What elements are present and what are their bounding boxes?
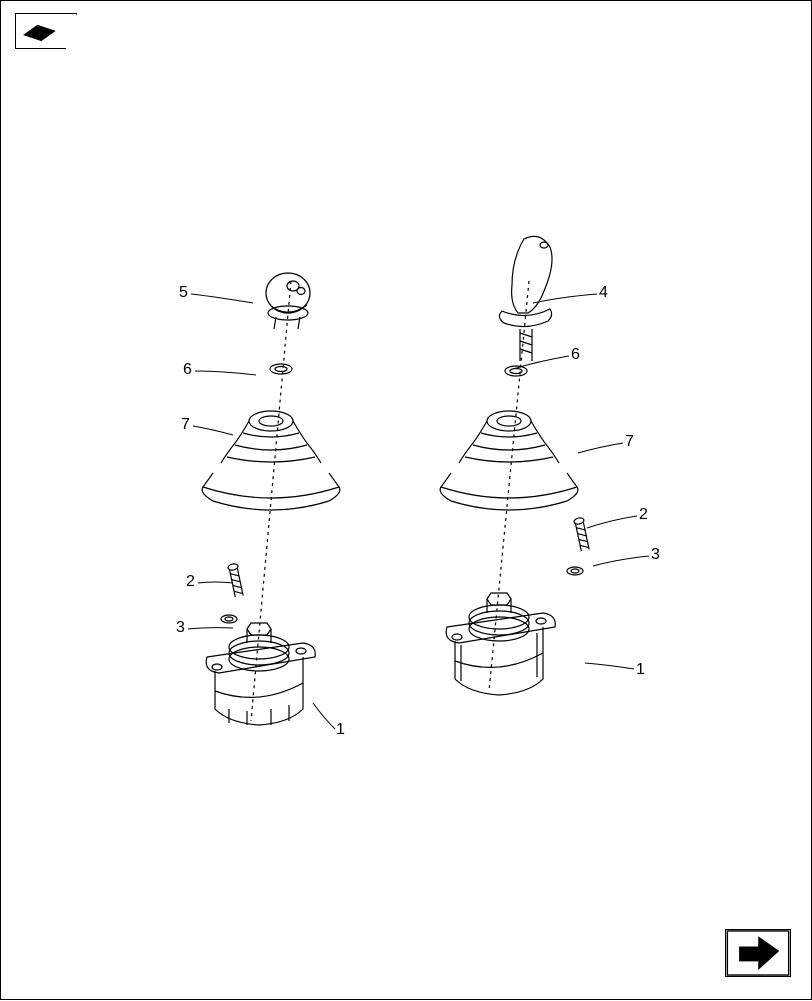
callout-7b: 7 — [625, 433, 634, 451]
valve-body-base — [206, 623, 315, 725]
valve-body-base — [446, 593, 555, 695]
callout-6: 6 — [183, 361, 192, 379]
boot-bellows — [202, 411, 340, 510]
diagram-page: 5 6 7 2 3 1 4 6 7 2 3 1 — [0, 0, 812, 1000]
callout-1b: 1 — [636, 661, 645, 679]
callout-6b: 6 — [571, 346, 580, 364]
knob-handle-ball — [266, 273, 310, 329]
lever-handle-grip — [499, 236, 552, 361]
callout-5: 5 — [179, 284, 188, 302]
left-assembly — [141, 251, 401, 771]
washer-ring — [270, 364, 292, 374]
callout-3b: 3 — [651, 546, 660, 564]
boot-bellows — [440, 411, 578, 510]
callout-1: 1 — [336, 721, 345, 739]
callout-4: 4 — [599, 284, 608, 302]
bolt-screw — [227, 563, 244, 597]
washer — [221, 615, 237, 623]
callout-2: 2 — [186, 573, 195, 591]
washer-ring — [505, 366, 527, 376]
callout-2b: 2 — [639, 506, 648, 524]
next-page-icon — [725, 929, 791, 977]
right-assembly — [371, 221, 651, 741]
manual-icon — [15, 13, 77, 49]
callout-3: 3 — [176, 619, 185, 637]
washer — [567, 567, 583, 575]
callout-7: 7 — [181, 416, 190, 434]
bolt-screw — [573, 517, 590, 551]
